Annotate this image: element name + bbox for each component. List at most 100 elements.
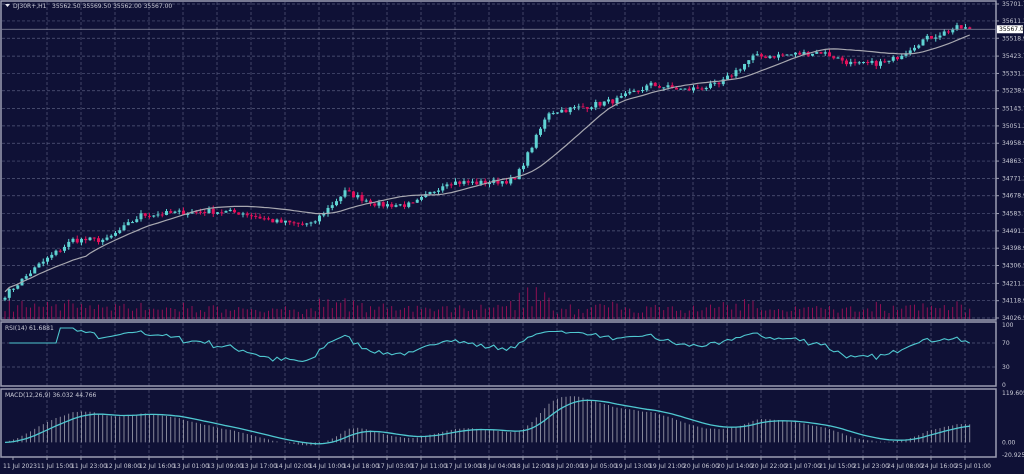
time-axis-label: 12 Jul 08:00 [105, 463, 141, 470]
dropdown-triangle-icon[interactable] [5, 4, 10, 7]
price-axis-label: 35238.90 [1002, 88, 1024, 95]
candle-body [126, 222, 130, 226]
candle-body [815, 52, 819, 54]
candle-body [517, 169, 521, 180]
candle-body [704, 87, 708, 90]
candle-body [577, 106, 581, 108]
candle-body [169, 211, 173, 213]
candle-body [938, 35, 942, 38]
candle-body [267, 218, 270, 220]
candle-body [109, 235, 113, 238]
macd-axis-label: -20.925 [1002, 452, 1024, 459]
candle-body [951, 29, 955, 33]
rsi-panel-frame[interactable] [0, 321, 997, 387]
candle-body [904, 53, 908, 56]
candle-body [432, 191, 436, 193]
candle-body [641, 90, 644, 92]
candle-body [360, 195, 364, 201]
candle-body [483, 180, 487, 185]
candle-body [241, 213, 245, 215]
candle-body [636, 90, 640, 92]
price-axis-label: 34863.70 [1002, 158, 1024, 165]
candle-body [913, 47, 916, 51]
candle-body [645, 85, 649, 91]
candle-body [335, 201, 338, 206]
candle-body [653, 82, 657, 87]
candle-body [811, 53, 814, 56]
candle-body [743, 63, 746, 70]
candle-body [254, 215, 258, 217]
rsi-axis-label: 100 [1002, 322, 1014, 329]
candle-body [16, 285, 20, 289]
candle-body [658, 86, 661, 88]
candle-body [237, 212, 241, 215]
candle-body [233, 209, 236, 213]
time-axis-label: 14 Jul 10:00 [309, 463, 345, 470]
candle-body [760, 54, 763, 57]
candle-body [228, 209, 232, 212]
price-axis-label: 35518.90 [1002, 35, 1024, 42]
candle-body [165, 211, 168, 215]
price-axis-label: 34491.30 [1002, 228, 1024, 235]
candle-body [135, 219, 139, 223]
time-axis-label: 24 Jul 16:00 [921, 463, 957, 470]
candle-body [386, 204, 389, 207]
candle-body [768, 56, 772, 58]
candle-body [666, 85, 670, 88]
candle-body [675, 87, 678, 90]
candle-body [122, 225, 126, 231]
price-axis-label: 34306.50 [1002, 263, 1024, 270]
candle-body [262, 218, 266, 220]
candle-body [721, 79, 725, 85]
price-axis-label: 34118.90 [1002, 298, 1024, 305]
candle-body [29, 273, 32, 277]
time-axis-label: 11 Jul 23:00 [71, 463, 107, 470]
candle-body [458, 181, 462, 184]
candle-body [734, 70, 738, 77]
price-axis-label: 35051.30 [1002, 123, 1024, 130]
candle-body [182, 210, 185, 215]
candle-body [390, 204, 394, 207]
candle-body [156, 214, 160, 216]
rsi-axis-label: 0 [1002, 382, 1006, 389]
candle-body [738, 69, 742, 71]
candle-body [662, 87, 666, 89]
candle-body [80, 238, 83, 243]
candle-body [12, 288, 15, 290]
rsi-axis-label: 70 [1002, 340, 1010, 347]
time-axis-label: 18 Jul 20:00 [547, 463, 583, 470]
candle-body [54, 250, 58, 255]
candle-body [7, 288, 11, 298]
candle-body [37, 263, 41, 268]
candle-body [556, 112, 559, 114]
candle-body [819, 52, 823, 54]
candle-body [364, 200, 368, 202]
candle-body [449, 184, 453, 186]
candle-body [887, 60, 891, 62]
candle-body [479, 180, 483, 185]
candle-body [420, 196, 423, 200]
price-axis-label: 35611.30 [1002, 18, 1024, 25]
candle-body [891, 57, 895, 61]
candle-body [917, 45, 921, 48]
candle-body [802, 52, 806, 55]
candle-body [71, 238, 75, 242]
candle-body [500, 181, 504, 184]
macd-panel-frame[interactable] [0, 388, 997, 458]
candle-body [139, 213, 143, 220]
rsi-label: RSI(14) 61.6881 [5, 325, 54, 332]
candles[interactable] [3, 22, 972, 302]
candle-body [551, 113, 555, 115]
candle-body [63, 246, 66, 251]
price-axis-label: 35423.70 [1002, 53, 1024, 60]
candle-body [747, 60, 751, 64]
candle-body [726, 75, 729, 80]
candle-body [794, 52, 797, 55]
candle-body [322, 213, 326, 216]
current-price-box [997, 25, 1023, 34]
candle-body [709, 83, 712, 88]
candle-body [292, 222, 296, 224]
candle-body [539, 128, 542, 135]
candle-body [857, 62, 861, 64]
